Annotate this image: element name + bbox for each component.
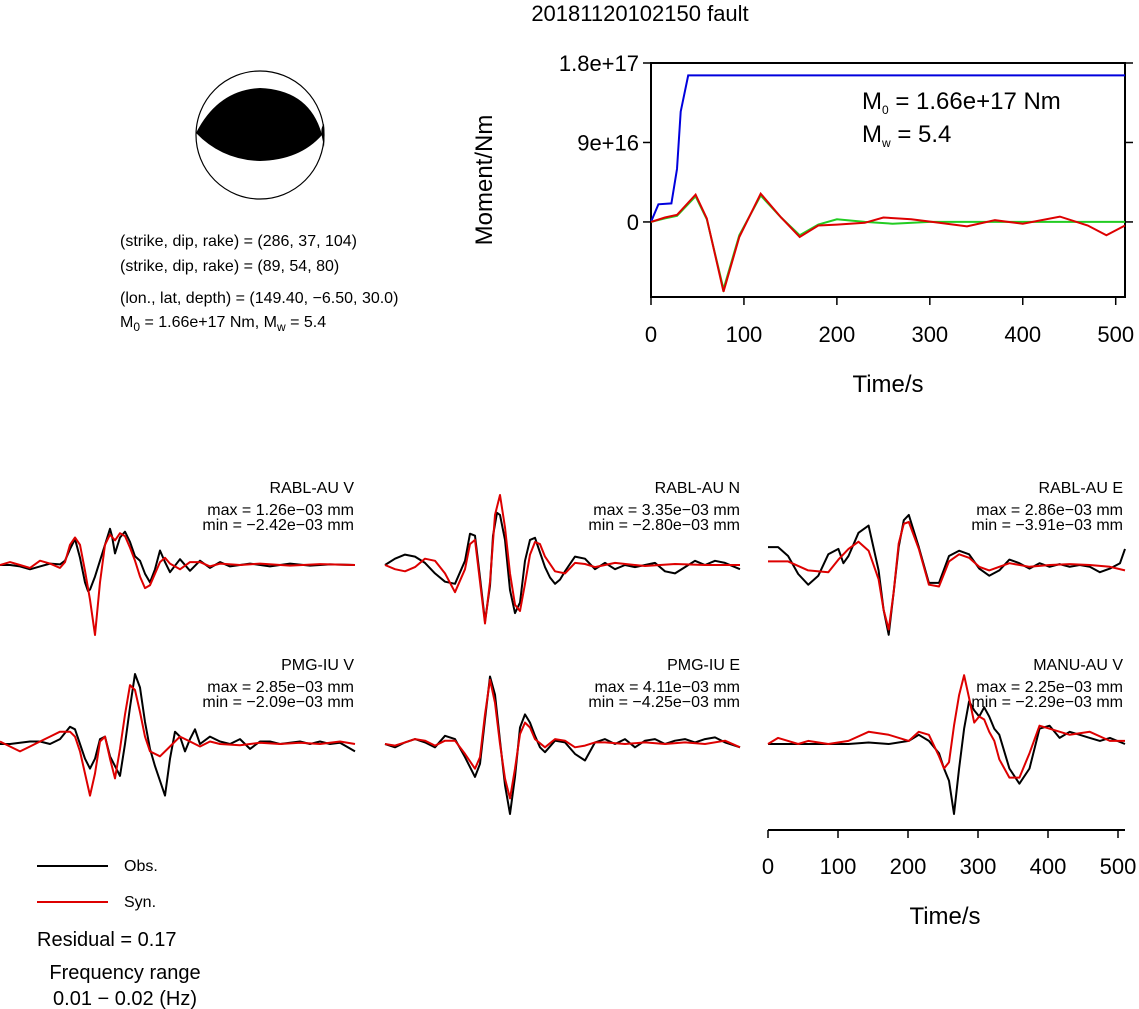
observed-waveform (768, 700, 1126, 815)
residual-value: Residual = 0.17 (37, 929, 177, 951)
waveform-max-label: max = 2.86e−03 mm (976, 502, 1123, 519)
station-label: MANU-AU V (1033, 657, 1123, 674)
synthetic-waveform (0, 684, 356, 797)
waveform-max-label: max = 4.11e−03 mm (594, 679, 740, 696)
station-label: PMG-IU E (667, 657, 740, 674)
strike-dip-rake-2: (strike, dip, rake) = (89, 54, 80) (120, 258, 339, 275)
synthetic-waveform (384, 494, 740, 625)
waveform-x-tick-label: 100 (820, 854, 857, 879)
waveform-x-tick-label: 500 (1100, 854, 1137, 879)
moment-x-tick-label: 400 (1004, 322, 1041, 347)
strike-dip-rake-1: (strike, dip, rake) = (286, 37, 104) (120, 233, 357, 250)
moment-x-axis-label: Time/s (852, 371, 923, 398)
beachball-compressional-lobe (196, 88, 322, 161)
station-label: RABL-AU V (270, 480, 355, 497)
moment-plot-frame (650, 62, 1126, 298)
synthetic-waveform (0, 532, 356, 636)
waveform-min-label: min = −2.80e−03 mm (588, 517, 740, 534)
source-location: (lon., lat, depth) = (149.40, −6.50, 30.… (120, 290, 398, 307)
station-label: RABL-AU E (1039, 480, 1123, 497)
synthetic-waveform (768, 521, 1126, 631)
moment-x-tick-label: 100 (726, 322, 763, 347)
moment-x-tick-label: 500 (1097, 322, 1134, 347)
synthetic-waveform (767, 674, 1125, 779)
moment-x-tick-label: 0 (645, 322, 657, 347)
synthetic-waveform (384, 678, 741, 800)
moment-y-axis: 0 9e+16 1.8e+17 (559, 51, 1133, 235)
waveform-time-axis: 0 100 200 300 400 500 (762, 829, 1137, 879)
moment-y-tick-label: 9e+16 (577, 130, 639, 155)
moment-series-group (650, 74, 1126, 293)
observed-waveform (0, 527, 356, 592)
beachball (195, 70, 325, 200)
seismic-moment-annotation: M0 = 1.66e+17 Nm (862, 88, 1061, 117)
waveform-x-axis-label: Time/s (909, 903, 980, 930)
moment-x-tick-label: 200 (819, 322, 856, 347)
waveform-max-label: max = 3.35e−03 mm (593, 502, 740, 519)
moment-y-tick-label: 1.8e+17 (559, 51, 639, 76)
moment-x-axis: 0 100 200 300 400 500 (645, 297, 1134, 347)
moment-series-0 (650, 74, 1125, 223)
waveform-min-label: min = −3.91e−03 mm (971, 517, 1123, 534)
beachball-compressional-sliver (321, 124, 325, 147)
legend: Obs. Syn. (37, 858, 158, 911)
waveform-x-tick-label: 0 (762, 854, 774, 879)
waveform-min-label: min = −2.29e−03 mm (971, 694, 1123, 711)
legend-syn-label: Syn. (124, 894, 156, 911)
legend-obs-label: Obs. (124, 858, 158, 875)
waveform-max-label: max = 2.25e−03 mm (976, 679, 1123, 696)
station-label: RABL-AU N (655, 480, 740, 497)
frequency-range-value: 0.01 − 0.02 (Hz) (53, 988, 197, 1009)
waveform-min-label: min = −2.42e−03 mm (202, 517, 354, 534)
moment-plot: 0 100 200 300 400 500 0 9e+16 1.8e+17 Time/s Mo… (471, 51, 1134, 398)
waveform-x-tick-label: 200 (890, 854, 927, 879)
waveform-x-tick-label: 300 (960, 854, 997, 879)
moment-magnitude-summary: M0 = 1.66e+17 Nm, Mw = 5.4 (120, 314, 326, 334)
moment-magnitude-annotation: Mw = 5.4 (862, 121, 951, 150)
moment-series-1 (650, 193, 1125, 293)
figure-title: 20181120102150 fault (531, 1, 748, 26)
observed-waveform (0, 673, 356, 797)
station-label: PMG-IU V (281, 657, 354, 674)
moment-series-2 (650, 191, 1126, 292)
waveform-min-label: min = −2.09e−03 mm (202, 694, 354, 711)
waveform-min-label: min = −4.25e−03 mm (588, 694, 740, 711)
moment-y-axis-label: Moment/Nm (471, 115, 498, 246)
moment-x-tick-label: 300 (911, 322, 948, 347)
waveform-max-label: max = 1.26e−03 mm (207, 502, 354, 519)
moment-y-tick-label: 0 (627, 210, 639, 235)
waveform-x-tick-label: 400 (1030, 854, 1067, 879)
frequency-range-title: Frequency range (49, 962, 200, 984)
waveform-max-label: max = 2.85e−03 mm (207, 679, 354, 696)
